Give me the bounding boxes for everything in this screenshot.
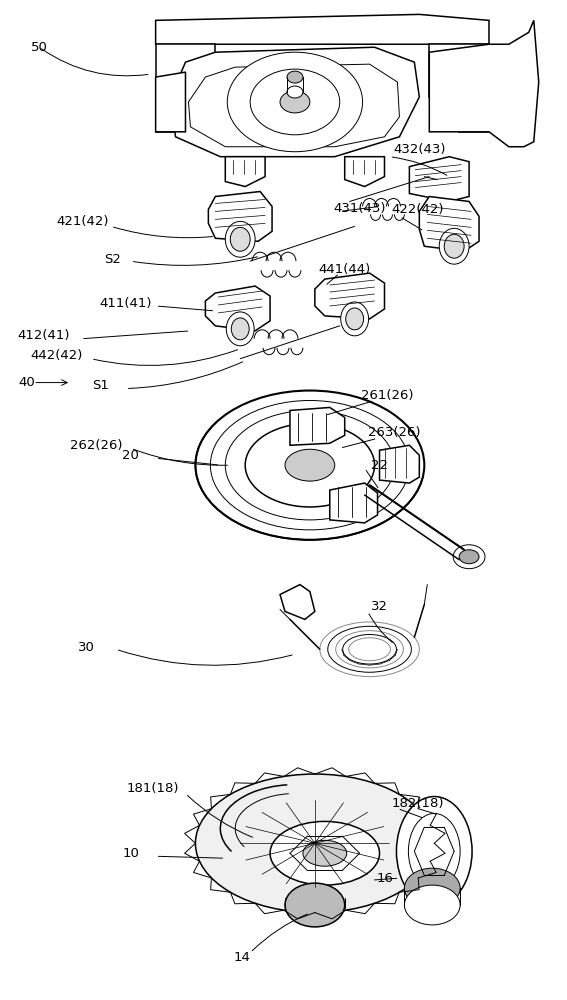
Ellipse shape [210, 400, 409, 530]
Polygon shape [409, 157, 469, 201]
Text: 411(41): 411(41) [100, 297, 152, 310]
Text: S2: S2 [104, 253, 121, 266]
Text: 14: 14 [234, 951, 251, 964]
Ellipse shape [404, 885, 460, 925]
Text: 261(26): 261(26) [361, 389, 414, 402]
Ellipse shape [280, 91, 310, 113]
Ellipse shape [227, 52, 363, 152]
Ellipse shape [285, 449, 335, 481]
Ellipse shape [439, 228, 469, 264]
Text: 262(26): 262(26) [70, 439, 122, 452]
Text: 432(43): 432(43) [393, 143, 446, 156]
Polygon shape [429, 44, 489, 132]
Text: 441(44): 441(44) [319, 263, 371, 276]
Ellipse shape [226, 312, 254, 346]
Text: 16: 16 [376, 872, 393, 885]
Polygon shape [345, 157, 384, 187]
Polygon shape [155, 44, 215, 132]
Polygon shape [290, 407, 345, 445]
Ellipse shape [287, 86, 303, 98]
Ellipse shape [408, 813, 460, 889]
Text: 422(42): 422(42) [391, 203, 443, 216]
Text: 181(18): 181(18) [126, 782, 179, 795]
Ellipse shape [287, 71, 303, 83]
Text: 182(18): 182(18) [391, 797, 443, 810]
Polygon shape [171, 47, 420, 157]
Polygon shape [188, 64, 399, 147]
Text: 50: 50 [31, 41, 48, 54]
Ellipse shape [459, 550, 479, 564]
Polygon shape [155, 72, 185, 132]
Text: 22: 22 [371, 459, 388, 472]
Text: 442(42): 442(42) [30, 349, 82, 362]
Ellipse shape [230, 227, 250, 251]
Polygon shape [420, 196, 479, 251]
Ellipse shape [270, 821, 379, 885]
Ellipse shape [250, 69, 340, 135]
Ellipse shape [341, 302, 369, 336]
Ellipse shape [404, 868, 460, 908]
Text: 32: 32 [371, 600, 388, 613]
Ellipse shape [225, 221, 255, 257]
Text: 40: 40 [18, 376, 35, 389]
Polygon shape [429, 20, 539, 147]
Ellipse shape [285, 883, 345, 927]
Polygon shape [208, 192, 272, 241]
Ellipse shape [196, 391, 424, 540]
Ellipse shape [196, 774, 434, 913]
Text: 421(42): 421(42) [57, 215, 109, 228]
Ellipse shape [225, 410, 395, 520]
Polygon shape [379, 445, 420, 483]
Ellipse shape [245, 423, 375, 507]
Ellipse shape [396, 797, 472, 906]
Ellipse shape [303, 840, 346, 866]
Ellipse shape [453, 545, 485, 569]
Text: 20: 20 [122, 449, 139, 462]
Polygon shape [225, 157, 265, 187]
Text: 10: 10 [122, 847, 139, 860]
Text: 30: 30 [78, 641, 95, 654]
Polygon shape [205, 286, 270, 331]
Polygon shape [280, 585, 315, 619]
Text: 412(41): 412(41) [17, 329, 69, 342]
Polygon shape [330, 483, 378, 523]
Polygon shape [155, 14, 489, 44]
Polygon shape [315, 273, 384, 319]
Ellipse shape [346, 308, 363, 330]
Text: S1: S1 [92, 379, 109, 392]
Text: 263(26): 263(26) [368, 426, 421, 439]
Ellipse shape [444, 234, 464, 258]
Ellipse shape [231, 318, 249, 340]
Text: 431(43): 431(43) [333, 202, 386, 215]
